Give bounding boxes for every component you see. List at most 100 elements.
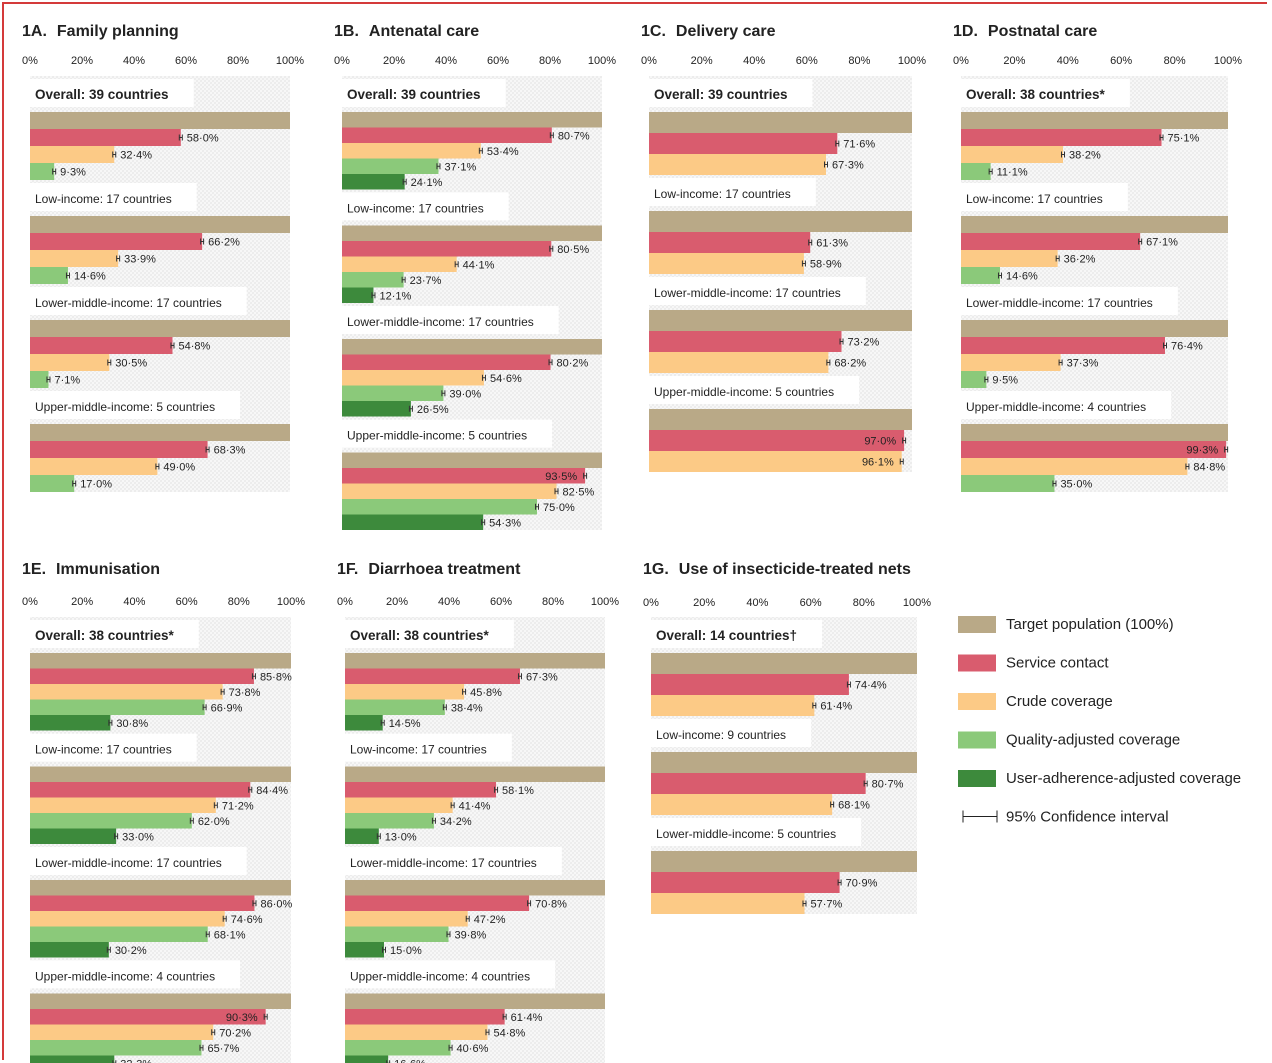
value-label: 67·3% (832, 160, 864, 172)
ci-whisker (1138, 238, 1143, 245)
value-label: 85·8% (260, 671, 292, 683)
x-tick-label: 0% (337, 596, 353, 608)
group-1: Low-income: 17 countries 84·4%71·2% 62·0% 3… (30, 730, 291, 844)
bar-quality (30, 926, 208, 942)
chart-panels: 1A. Family planning 0% 20% 40% 60% 80% 100% Over… (22, 23, 1242, 1063)
value-label: 30·5% (115, 358, 147, 370)
legend-item-target: Target population (100%) (958, 616, 1174, 633)
ci-whisker (997, 272, 1002, 279)
ci-whisker (549, 245, 554, 252)
bar-contact (649, 430, 905, 451)
value-label: 84·4% (256, 785, 288, 797)
group-0: Overall: 14 countries† 74·4%61·4% (651, 617, 917, 716)
panel-id: 1G. (643, 561, 669, 578)
ci-whisker (1058, 359, 1063, 366)
panel-title-text: Delivery care (676, 23, 776, 40)
value-label: 13·0% (385, 831, 417, 843)
bar-crude (345, 797, 453, 813)
ci-whisker (382, 946, 386, 953)
bar-quality (961, 163, 991, 180)
group-label-box (30, 287, 247, 315)
bar-quality (342, 499, 537, 515)
value-label: 11·1% (997, 167, 1028, 179)
x-tick-label: 60% (487, 55, 509, 67)
panel-id: 1D. (953, 23, 978, 40)
bar-contact (345, 895, 530, 911)
value-label: 37·3% (1067, 358, 1099, 370)
ci-whisker (441, 390, 446, 397)
ci-whisker (222, 915, 227, 922)
ci-whisker (808, 239, 813, 246)
legend-label: User-adherence-adjusted coverage (1006, 770, 1241, 787)
value-label: 96·1% (862, 457, 894, 469)
bar-contact (345, 668, 520, 684)
bar-crude (649, 253, 804, 274)
ci-whisker (583, 472, 588, 479)
x-tick-label: 0% (643, 597, 659, 609)
value-label: 68·2% (834, 358, 866, 370)
bar-target (30, 993, 291, 1009)
x-tick-label: 0% (641, 55, 657, 67)
value-label: 24·1% (411, 177, 443, 189)
value-label: 23·7% (410, 275, 442, 287)
value-label: 26·5% (417, 404, 449, 416)
bar-contact (30, 1009, 266, 1025)
bar-target (651, 851, 917, 872)
group-label-box (30, 183, 197, 211)
value-label: 71·6% (843, 139, 875, 151)
x-tick-label: 80% (227, 55, 249, 67)
x-tick-label: 100% (276, 55, 304, 67)
ci-whisker (220, 688, 225, 695)
value-label: 38·2% (1069, 150, 1101, 162)
value-label: 16·6% (394, 1058, 426, 1063)
ci-whisker (835, 140, 840, 147)
ci-whisker (251, 673, 256, 680)
group-label-box (342, 79, 506, 107)
x-tick-label: 60% (1110, 55, 1132, 67)
value-label: 67·3% (526, 671, 558, 683)
value-label: 53·4% (487, 146, 519, 158)
ci-whisker (494, 786, 499, 793)
bar-target (30, 320, 290, 337)
group-label-box (342, 306, 559, 334)
ci-whisker (863, 780, 868, 787)
group-2: Lower-middle-income: 17 countries 76·4% 37… (961, 284, 1228, 388)
ci-whisker (1052, 480, 1057, 487)
bar-quality (30, 267, 68, 284)
bar-contact (30, 337, 173, 354)
group-label-box (651, 719, 812, 747)
ci-whisker (199, 1044, 204, 1051)
bar-target (345, 993, 605, 1009)
group-label: Upper-middle-income: 4 countries (35, 970, 215, 984)
ci-whisker (1159, 134, 1164, 141)
ci-whisker (988, 168, 993, 175)
bar-target (30, 766, 291, 782)
ci-whisker (535, 503, 539, 510)
ci-whisker (401, 276, 406, 283)
bar-crude (30, 797, 216, 813)
ci-whisker (548, 359, 553, 366)
value-label: 14·6% (74, 271, 106, 283)
value-label: 7·1% (54, 375, 80, 387)
value-label: 76·4% (1171, 341, 1203, 353)
value-label: 82·5% (563, 486, 595, 498)
x-tick-label: 0% (953, 55, 969, 67)
bar-target (30, 424, 290, 441)
group-1: Low-income: 17 countries 67·1% 36·2% 14·6% (961, 180, 1228, 284)
legend-item-contact: Service contact (958, 654, 1109, 672)
group-label-box (961, 287, 1178, 315)
group-3: Upper-middle-income: 4 countries 99·3% 84·… (961, 388, 1229, 492)
panel-1f: 1F. Diarrhoea treatment 0% 20% 40% 60% 80% 100%… (337, 561, 619, 1063)
group-label-box (345, 960, 556, 989)
value-label: 67·1% (1146, 237, 1178, 249)
x-tick-label: 40% (746, 597, 768, 609)
bar-target (649, 310, 912, 331)
bar-target (30, 880, 291, 896)
group-label: Low-income: 9 countries (656, 728, 786, 742)
legend-label: Target population (100%) (1006, 616, 1174, 633)
group-label-box (345, 620, 514, 648)
ci-whisker (462, 688, 467, 695)
bar-contact (651, 674, 849, 695)
group-label-box (649, 277, 866, 305)
value-label: 44·1% (463, 259, 495, 271)
